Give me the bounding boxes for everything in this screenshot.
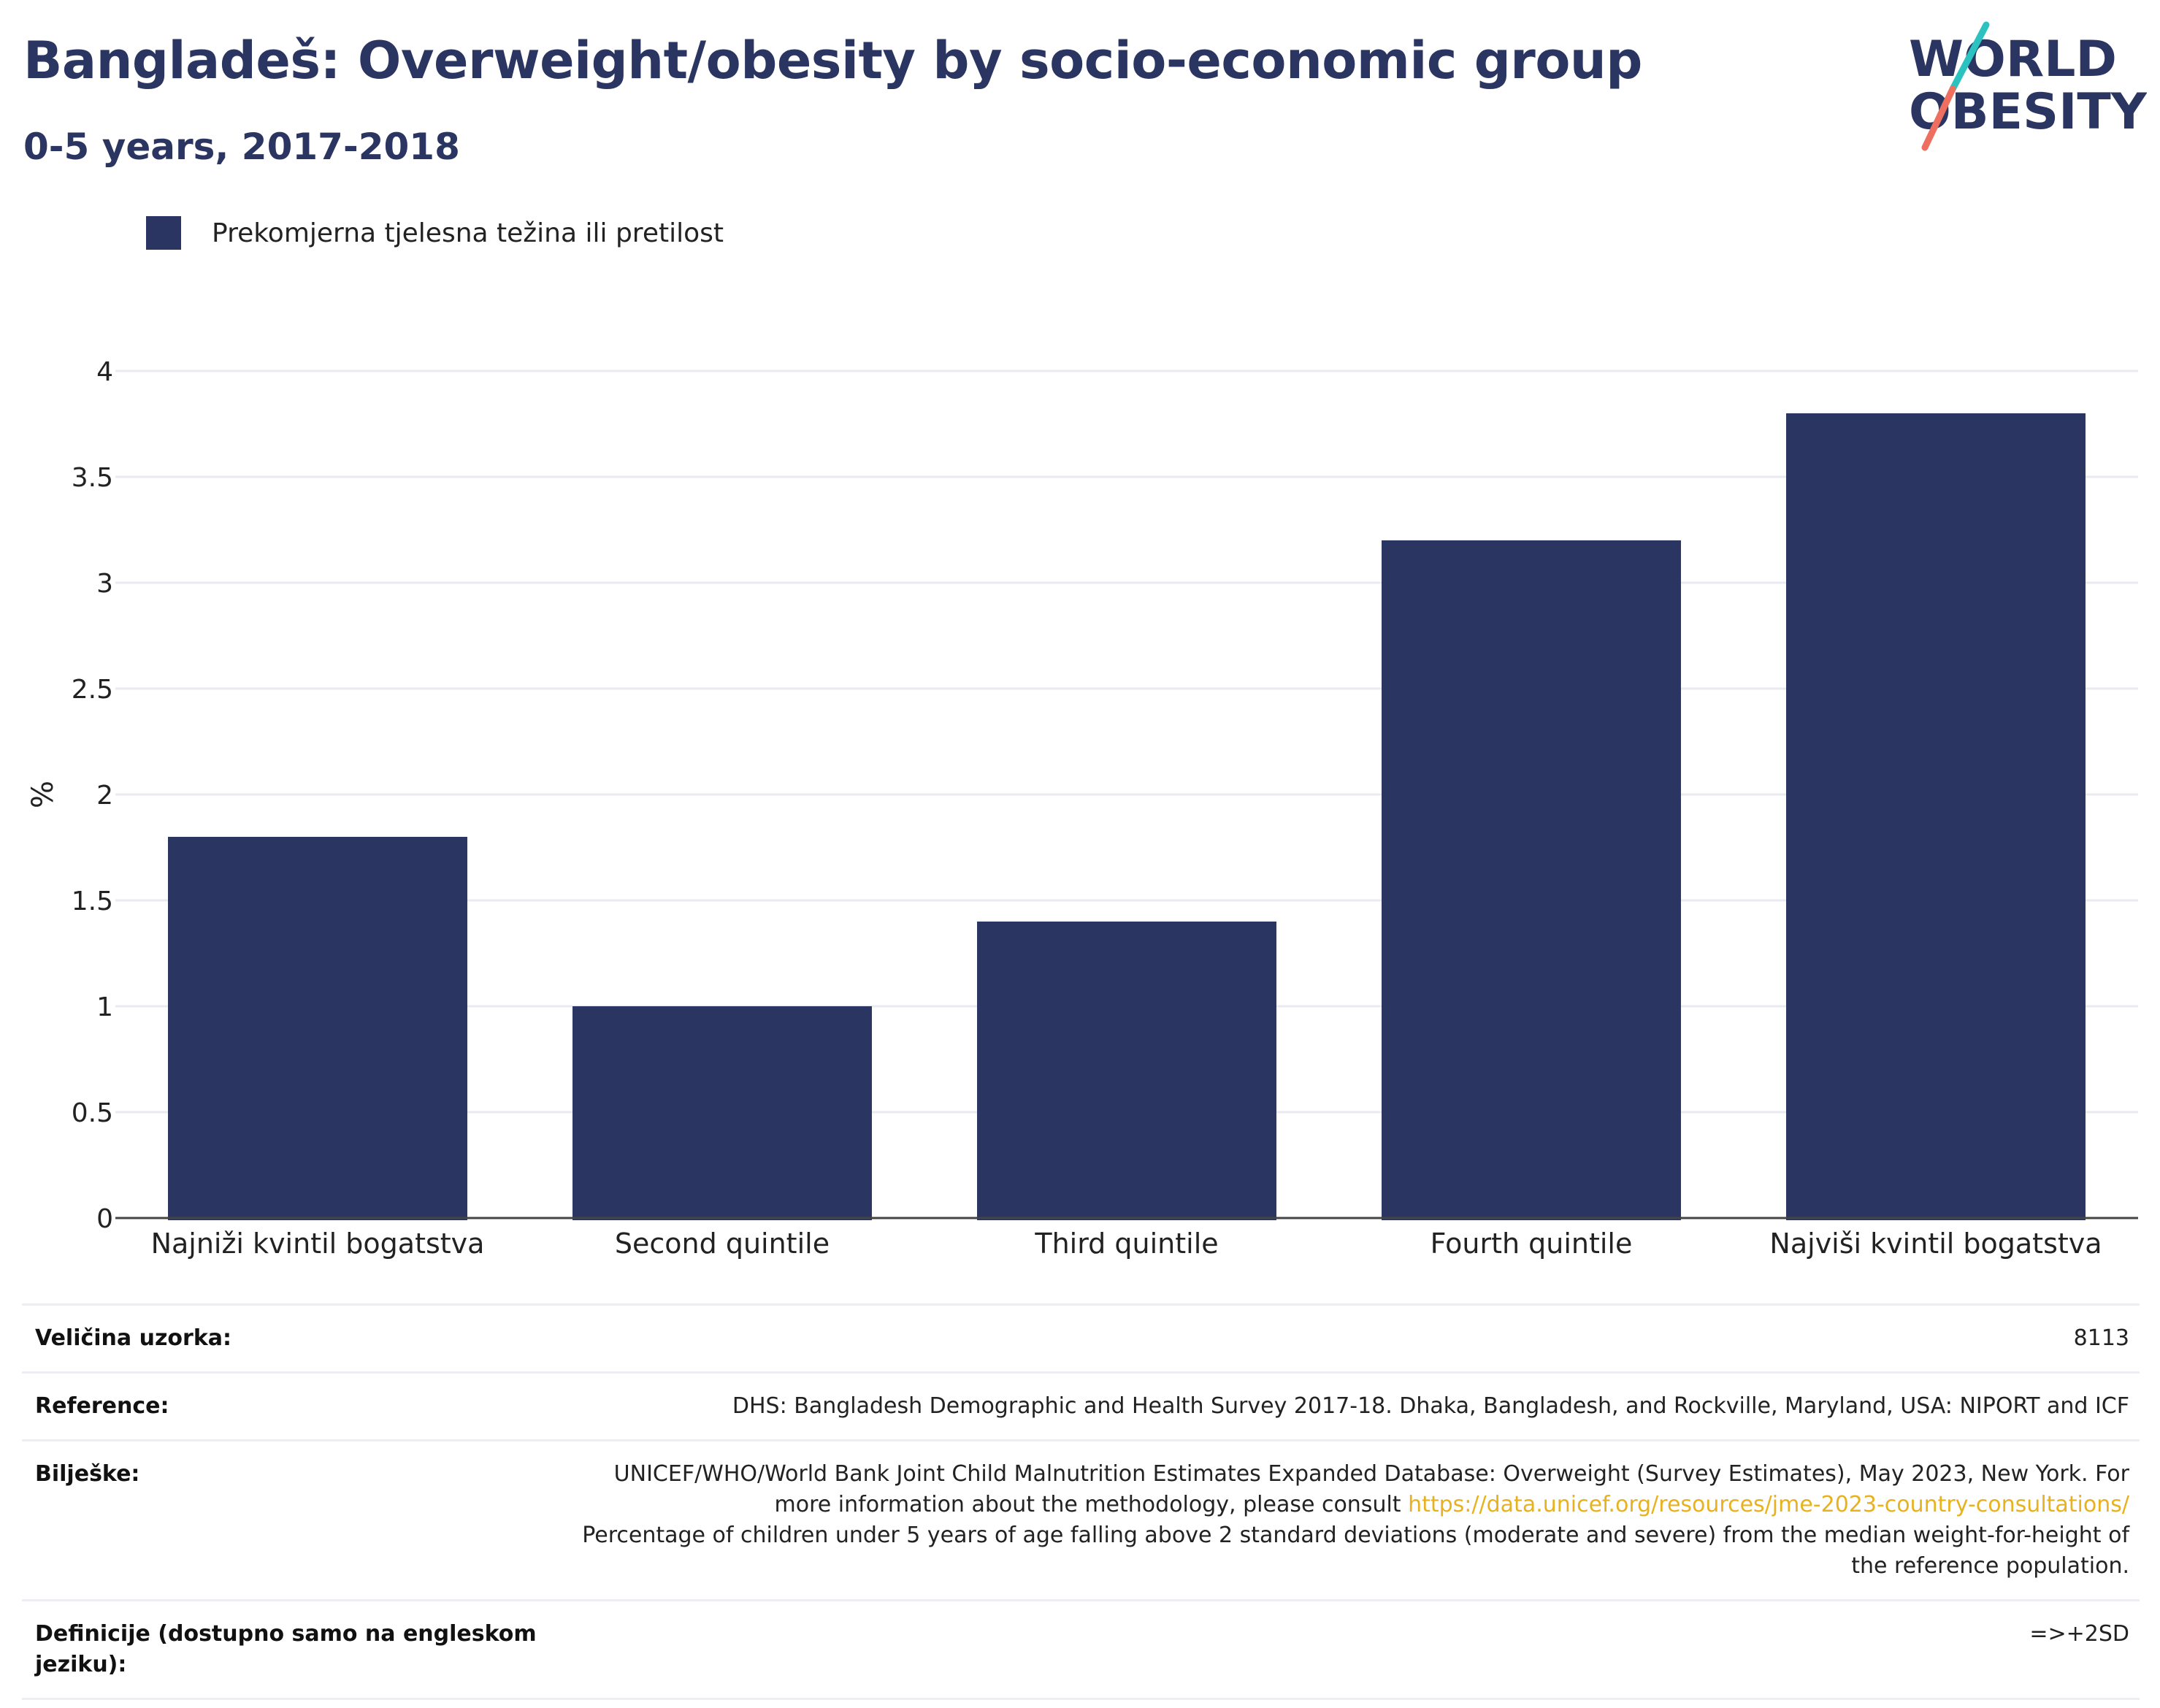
x-tick-label: Third quintile: [1034, 1228, 1218, 1260]
sample-size-value: 8113: [2073, 1325, 2129, 1351]
info-table: Veličina uzorka: 8113 Reference: DHS: Ba…: [22, 1303, 2140, 1700]
y-tick-label: 2: [96, 781, 113, 811]
y-tick-label: 4: [96, 357, 113, 387]
world-obesity-logo: WORLD OBESITY: [1909, 21, 2147, 151]
notes-value: UNICEF/WHO/World Bank Joint Child Malnut…: [574, 1459, 2129, 1582]
y-axis-ticks: 0 0.5 1 1.5 2 2.5 3 3.5 4: [72, 357, 113, 1234]
definitions-label: Definicije (dostupno samo na engleskom j…: [35, 1621, 537, 1677]
sample-size-label: Veličina uzorka:: [35, 1325, 232, 1351]
logo-line1: WORLD: [1909, 31, 2117, 88]
bars: [168, 413, 2086, 1220]
notes-text-2: Percentage of children under 5 years of …: [582, 1523, 2129, 1579]
notes-link[interactable]: https://data.unicef.org/resources/jme-20…: [1408, 1492, 2129, 1517]
definitions-value: =>+2SD: [2029, 1621, 2129, 1647]
notes-label: Bilješke:: [35, 1461, 140, 1487]
info-row-reference: Reference: DHS: Bangladesh Demographic a…: [22, 1371, 2140, 1439]
x-tick-label: Najniži kvintil bogatstva: [151, 1228, 485, 1260]
bar[interactable]: [1382, 540, 1681, 1220]
x-tick-label: Second quintile: [615, 1228, 830, 1260]
chart-title: Bangladeš: Overweight/obesity by socio-e…: [23, 31, 1642, 91]
y-axis-label: %: [26, 781, 60, 808]
chart-subtitle: 0-5 years, 2017-2018: [23, 126, 460, 168]
bar[interactable]: [977, 922, 1276, 1220]
x-tick-label: Fourth quintile: [1431, 1228, 1633, 1260]
y-tick-label: 1: [96, 992, 113, 1022]
y-tick-label: 2.5: [72, 675, 113, 705]
reference-label: Reference:: [35, 1393, 169, 1419]
info-row-definitions: Definicije (dostupno samo na engleskom j…: [22, 1599, 2140, 1700]
notes-text-1: UNICEF/WHO/World Bank Joint Child Malnut…: [613, 1461, 2129, 1517]
bar[interactable]: [1786, 413, 2086, 1220]
reference-value: DHS: Bangladesh Demographic and Health S…: [732, 1393, 2129, 1419]
y-tick-label: 0: [96, 1204, 113, 1234]
x-axis-ticks: Najniži kvintil bogatstva Second quintile…: [151, 1228, 2102, 1260]
y-tick-label: 1.5: [72, 886, 113, 916]
info-row-notes: Bilješke: UNICEF/WHO/World Bank Joint Ch…: [22, 1439, 2140, 1599]
bar-chart: 0 0.5 1 1.5 2 2.5 3 3.5 4 Najniži kvintil bogats…: [26, 357, 2138, 1260]
bar[interactable]: [572, 1006, 872, 1220]
y-tick-label: 3: [96, 569, 113, 599]
y-tick-label: 3.5: [72, 463, 113, 493]
y-tick-label: 0.5: [72, 1098, 113, 1128]
x-tick-label: Najviši kvintil bogatstva: [1769, 1228, 2102, 1260]
bar[interactable]: [168, 837, 467, 1220]
chart-legend: Prekomjerna tjelesna težina ili pretilos…: [146, 216, 724, 250]
info-row-sample: Veličina uzorka: 8113: [22, 1303, 2140, 1371]
legend-label: Prekomjerna tjelesna težina ili pretilos…: [212, 218, 724, 248]
legend-swatch: [146, 216, 181, 250]
